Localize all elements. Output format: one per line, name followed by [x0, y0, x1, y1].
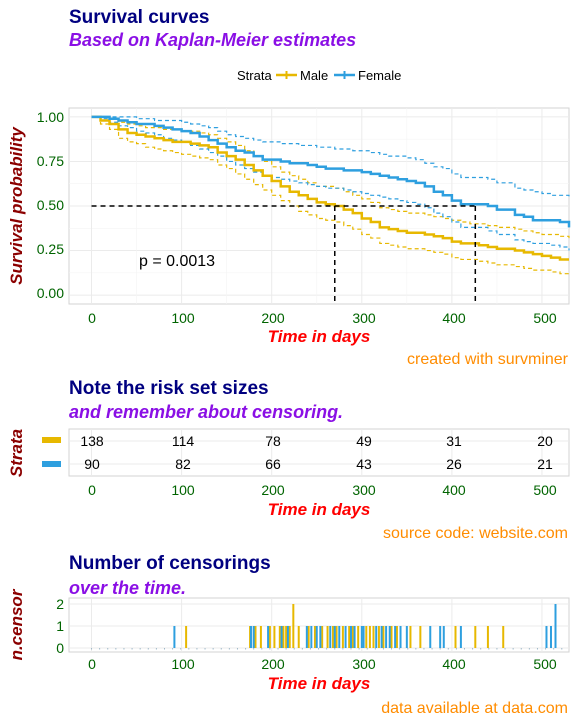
risk-count: 66 [265, 456, 281, 472]
x-tick-label: 400 [442, 310, 466, 326]
legend-female-label: Female [358, 68, 401, 83]
legend-male-label: Male [300, 68, 328, 83]
censor-y-axis-title: n.censor [7, 588, 26, 660]
censor-x-ticks: 0 100 200 300 400 500 [88, 656, 557, 672]
risk-x-ticks: 0 100 200 300 400 500 [88, 482, 557, 498]
p-value: p = 0.0013 [139, 253, 215, 270]
censor-caption: data available at data.com [381, 700, 568, 717]
ci-lower-female [91, 116, 570, 251]
survival-lines [91, 115, 571, 261]
survival-caption: created with survminer [407, 351, 569, 368]
x-tick-label: 0 [88, 656, 96, 672]
strata-male-key [42, 437, 61, 443]
risk-count: 43 [356, 456, 372, 472]
risk-count: 26 [446, 456, 462, 472]
x-tick-label: 200 [261, 656, 285, 672]
risk-grid [69, 429, 569, 476]
survival-title: Survival curves [69, 7, 209, 28]
y-tick-label: 0.25 [37, 241, 64, 257]
censor-y-ticks: 0 1 2 [56, 596, 64, 656]
ci-upper-male [91, 116, 570, 239]
risk-x-axis-title: Time in days [268, 500, 371, 519]
y-tick-label: 0.75 [37, 153, 64, 169]
censor-title: Number of censorings [69, 553, 271, 574]
y-tick-label: 1.00 [37, 109, 64, 125]
censor-x-axis-title: Time in days [268, 674, 371, 693]
x-tick-label: 500 [533, 482, 557, 498]
censor-grid [69, 598, 569, 652]
x-tick-label: 200 [261, 310, 285, 326]
survival-curve-male [91, 115, 569, 261]
x-tick-label: 400 [442, 482, 466, 498]
risk-row-male: 138 114 78 49 31 20 [80, 433, 553, 449]
censor-bars [91, 604, 563, 650]
y-tick-label: 0.00 [37, 285, 64, 301]
risk-count: 138 [80, 433, 104, 449]
risk-count: 49 [356, 433, 372, 449]
risk-count: 31 [446, 433, 462, 449]
risk-count: 78 [265, 433, 281, 449]
x-tick-label: 0 [88, 310, 96, 326]
risk-count: 90 [84, 456, 100, 472]
x-tick-label: 500 [533, 310, 557, 326]
risk-count: 21 [537, 456, 553, 472]
survival-x-ticks: 0 100 200 300 400 500 [88, 310, 557, 326]
ci-lower-male [91, 116, 569, 275]
risk-caption: source code: website.com [383, 525, 568, 542]
y-tick-label: 0 [56, 640, 64, 656]
x-tick-label: 200 [261, 482, 285, 498]
x-tick-label: 300 [352, 310, 376, 326]
risk-y-axis-title: Strata [7, 429, 26, 477]
x-tick-label: 0 [88, 482, 96, 498]
risk-subtitle: and remember about censoring. [69, 402, 343, 422]
median-lines [91, 205, 477, 304]
risk-panel [68, 428, 570, 477]
x-tick-label: 100 [171, 656, 195, 672]
survival-y-axis-title: Survival probability [7, 126, 26, 285]
x-tick-label: 300 [352, 656, 376, 672]
censor-subtitle: over the time. [69, 578, 186, 598]
y-tick-label: 2 [56, 596, 64, 612]
ci-upper-female [91, 116, 570, 199]
risk-count: 82 [175, 456, 191, 472]
risk-count: 114 [172, 433, 195, 449]
survival-ci-bands [91, 116, 570, 275]
y-tick-label: 1 [56, 618, 64, 634]
x-tick-label: 400 [442, 656, 466, 672]
y-tick-label: 0.50 [37, 197, 64, 213]
x-tick-label: 500 [533, 656, 557, 672]
x-tick-label: 300 [352, 482, 376, 498]
survival-x-axis-title: Time in days [268, 327, 371, 346]
risk-title: Note the risk set sizes [69, 378, 269, 399]
survival-y-ticks: 0.00 0.25 0.50 0.75 1.00 [37, 109, 64, 301]
survival-grid [69, 108, 569, 304]
survival-curve-female [91, 115, 571, 228]
x-tick-label: 100 [171, 310, 195, 326]
strata-female-key [42, 461, 61, 467]
censor-panel [68, 597, 570, 653]
survival-subtitle: Based on Kaplan-Meier estimates [69, 30, 356, 50]
survival-legend: Strata Male Female [237, 68, 401, 83]
risk-row-female: 90 82 66 43 26 21 [84, 456, 553, 472]
x-tick-label: 100 [171, 482, 195, 498]
risk-count: 20 [537, 433, 553, 449]
legend-title: Strata [237, 68, 272, 83]
